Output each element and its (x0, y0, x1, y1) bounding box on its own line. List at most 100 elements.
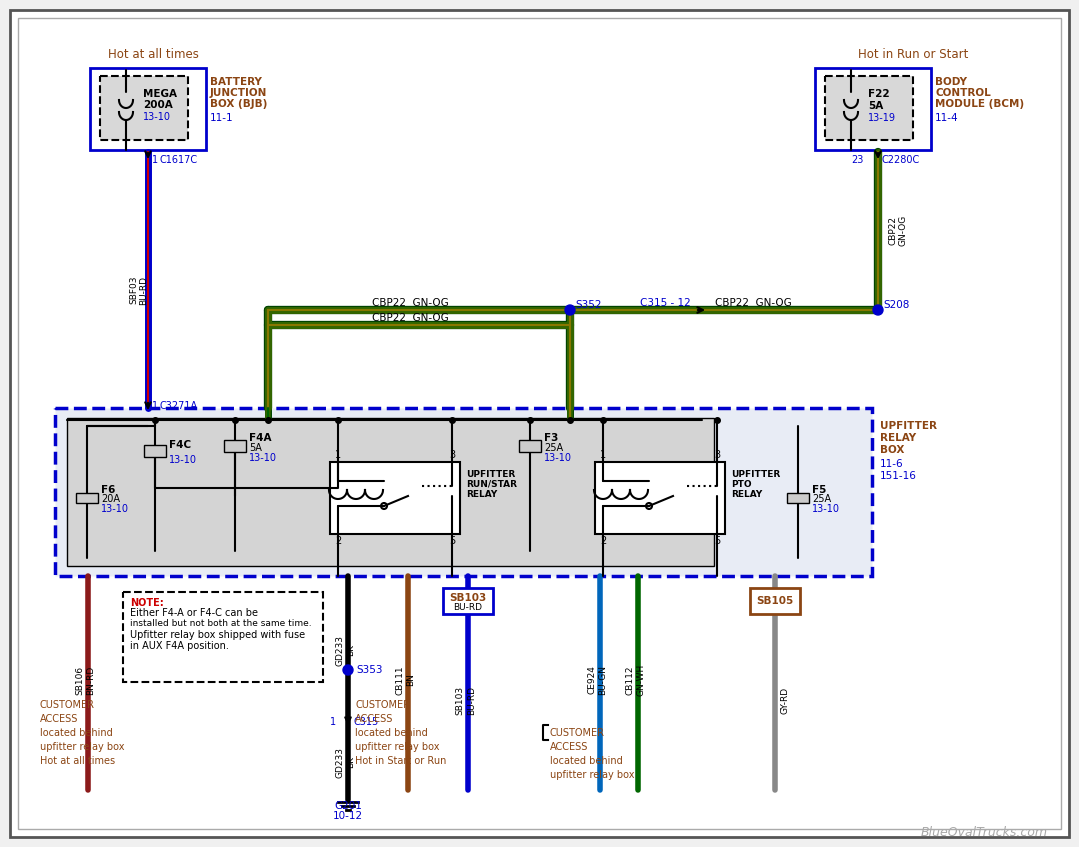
Text: S352: S352 (575, 300, 601, 310)
Bar (55, 408, 872, 576)
Text: 13-10: 13-10 (249, 453, 277, 463)
Text: MODULE (BCM): MODULE (BCM) (935, 99, 1024, 109)
Text: 3: 3 (714, 450, 720, 460)
Bar (224, 440, 246, 452)
Text: 20A: 20A (101, 494, 120, 504)
Text: 23: 23 (851, 155, 864, 165)
Text: 151-16: 151-16 (880, 471, 917, 481)
Text: BOX: BOX (880, 445, 904, 455)
Text: BATTERY: BATTERY (210, 77, 262, 87)
Circle shape (873, 305, 883, 315)
Text: CBP22  GN-OG: CBP22 GN-OG (371, 298, 449, 308)
Text: 5A: 5A (868, 101, 884, 111)
Text: 10-12: 10-12 (333, 811, 363, 821)
Text: F3: F3 (544, 433, 558, 443)
Text: BU-RD: BU-RD (467, 685, 477, 715)
Text: in AUX F4A position.: in AUX F4A position. (129, 641, 229, 651)
Text: UPFITTER: UPFITTER (466, 469, 516, 479)
Bar (144, 445, 166, 457)
Text: SB103: SB103 (449, 593, 487, 603)
Text: 2: 2 (600, 536, 606, 546)
Bar (100, 76, 188, 140)
Text: RELAY: RELAY (730, 490, 762, 499)
Text: BODY: BODY (935, 77, 967, 87)
Text: 3: 3 (449, 450, 455, 460)
Text: BU-RD: BU-RD (139, 275, 149, 305)
Text: BK: BK (346, 756, 355, 768)
Text: 13-10: 13-10 (544, 453, 572, 463)
Bar (825, 76, 913, 140)
Text: JUNCTION: JUNCTION (210, 88, 268, 98)
Text: 1: 1 (334, 450, 341, 460)
Text: SB106: SB106 (76, 666, 84, 695)
Text: GY-RD: GY-RD (780, 686, 789, 713)
Text: 13-10: 13-10 (144, 112, 170, 122)
Text: SB105: SB105 (756, 596, 794, 606)
Text: C1617C: C1617C (160, 155, 199, 165)
Text: C315: C315 (353, 717, 379, 727)
Text: F6: F6 (101, 485, 115, 495)
Text: Either F4-A or F4-C can be: Either F4-A or F4-C can be (129, 608, 258, 618)
Text: 1: 1 (152, 155, 159, 165)
Text: 13-10: 13-10 (812, 504, 839, 514)
Text: UPFITTER: UPFITTER (880, 421, 937, 431)
Bar (76, 493, 98, 503)
Text: NOTE:: NOTE: (129, 598, 164, 608)
Text: C3271A: C3271A (160, 401, 199, 411)
Text: RELAY: RELAY (466, 490, 497, 499)
Text: F22: F22 (868, 89, 889, 99)
Bar (123, 592, 323, 682)
Text: GD233: GD233 (336, 634, 344, 666)
Text: BK: BK (346, 644, 355, 656)
Text: 25A: 25A (812, 494, 831, 504)
Text: CUSTOMER
ACCESS
located behind
upfitter relay box
Hot in Start or Run: CUSTOMER ACCESS located behind upfitter … (355, 700, 447, 766)
Bar (787, 493, 809, 503)
Text: CB112: CB112 (626, 665, 634, 695)
Text: Hot in Run or Start: Hot in Run or Start (858, 47, 968, 60)
Text: 13-19: 13-19 (868, 113, 896, 123)
Text: 13-10: 13-10 (101, 504, 129, 514)
Text: 5A: 5A (249, 443, 262, 453)
Text: 2: 2 (334, 536, 341, 546)
Text: 11-1: 11-1 (210, 113, 234, 123)
Circle shape (343, 665, 353, 675)
Text: 11-4: 11-4 (935, 113, 958, 123)
Text: PTO: PTO (730, 479, 752, 489)
Text: BN-RD: BN-RD (86, 666, 96, 695)
Text: SBF03: SBF03 (129, 276, 138, 304)
Bar (750, 588, 800, 614)
Text: BU-RD: BU-RD (453, 602, 482, 612)
Text: F5: F5 (812, 485, 827, 495)
Text: CUSTOMER
ACCESS
located behind
upfitter relay box: CUSTOMER ACCESS located behind upfitter … (550, 728, 634, 780)
Text: CONTROL: CONTROL (935, 88, 991, 98)
Text: S208: S208 (883, 300, 910, 310)
Text: GD233: GD233 (336, 746, 344, 778)
Text: BU-GN: BU-GN (599, 665, 607, 695)
Text: Upfitter relay box shipped with fuse: Upfitter relay box shipped with fuse (129, 630, 305, 640)
Text: BN: BN (407, 673, 415, 686)
Text: 1: 1 (600, 450, 606, 460)
Text: Hot at all times: Hot at all times (108, 47, 199, 60)
Text: GN-OG: GN-OG (898, 214, 907, 246)
Text: CB111: CB111 (396, 665, 405, 695)
Bar (443, 588, 493, 614)
Text: BlueOvalTrucks.com: BlueOvalTrucks.com (921, 826, 1048, 839)
Text: C2280C: C2280C (882, 155, 920, 165)
Text: 200A: 200A (144, 100, 173, 110)
Bar (519, 440, 541, 452)
Circle shape (565, 305, 575, 315)
Text: CBP22  GN-OG: CBP22 GN-OG (371, 313, 449, 323)
Text: RUN/STAR: RUN/STAR (466, 479, 517, 489)
Text: CUSTOMER
ACCESS
located behind
upfitter relay box
Hot at all times: CUSTOMER ACCESS located behind upfitter … (40, 700, 124, 766)
Text: 1: 1 (152, 401, 159, 411)
Bar (330, 462, 460, 534)
Text: 5: 5 (449, 536, 455, 546)
Text: 25A: 25A (544, 443, 563, 453)
Bar (815, 68, 931, 150)
Text: C315 - 12: C315 - 12 (640, 298, 691, 308)
Text: 5: 5 (714, 536, 720, 546)
Bar (67, 418, 714, 566)
Bar (90, 68, 206, 150)
Text: F4A: F4A (249, 433, 272, 443)
Text: 11-6: 11-6 (880, 459, 903, 469)
